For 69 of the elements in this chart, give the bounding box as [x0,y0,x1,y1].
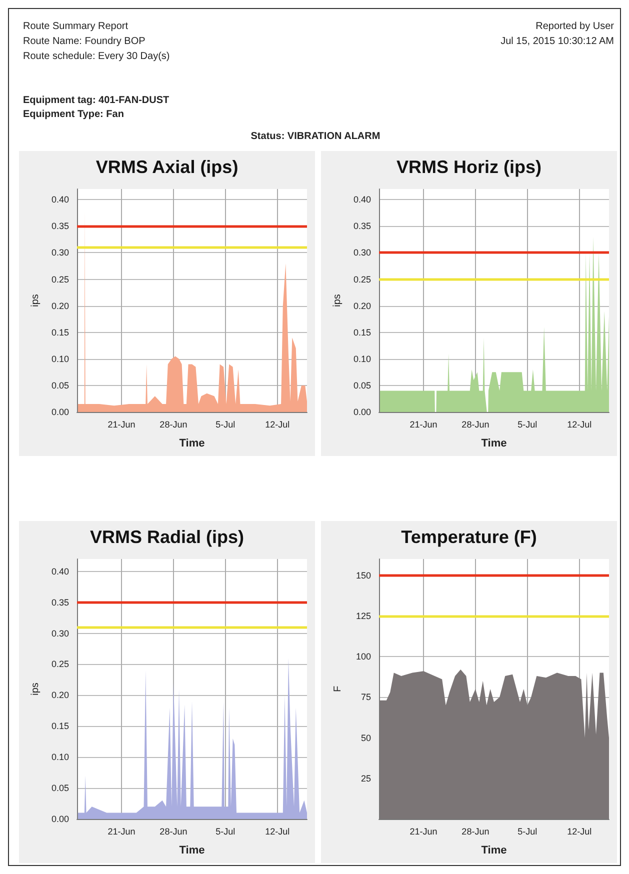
x-tick-label: 5-Jul [216,420,236,430]
chart-title: VRMS Horiz (ips) [396,157,542,177]
x-tick-label: 5-Jul [216,826,236,836]
y-tick-label: 125 [356,610,371,621]
y-tick-label: 0.05 [51,783,69,794]
y-tick-label: 0.40 [51,194,69,205]
x-axis-title: Time [481,438,507,450]
y-tick-label: 0.25 [51,659,69,670]
y-tick-label: 0.30 [353,248,371,258]
chart-title: VRMS Radial (ips) [90,527,244,547]
y-axis-title: ips [332,294,344,307]
y-tick-label: 0.35 [353,221,371,232]
y-tick-label: 0.00 [51,814,69,824]
chart-title: VRMS Axial (ips) [96,157,238,177]
x-tick-label: 21-Jun [410,826,438,836]
x-tick-label: 21-Jun [108,826,136,836]
x-tick-label: 12-Jul [567,420,592,430]
y-axis-title: F [332,686,344,692]
y-tick-label: 0.20 [353,300,371,311]
y-tick-label: 0.10 [353,354,371,364]
y-tick-label: 0.05 [353,380,371,390]
y-tick-label: 0.00 [51,407,69,417]
x-tick-label: 28-Jun [160,420,188,430]
text: Equipment Type: Fan [23,109,124,120]
y-tick-label: 0.15 [51,327,69,338]
y-tick-label: 0.20 [51,690,69,700]
x-tick-label: 12-Jul [265,420,290,430]
y-tick-label: 150 [356,570,371,580]
x-tick-label: 5-Jul [518,826,538,836]
x-tick-label: 12-Jul [265,826,290,836]
y-tick-label: 100 [356,652,371,662]
text: Reported by User [536,21,614,32]
y-tick-label: 0.15 [51,721,69,732]
text: Route Name: Foundry BOP [23,36,146,47]
text: Equipment tag: 401-FAN-DUST [23,95,170,106]
x-axis-title: Time [481,844,507,856]
y-tick-label: 0.40 [353,194,371,205]
y-tick-label: 0.35 [51,221,69,232]
y-tick-label: 50 [360,732,371,743]
y-axis-title: ips [30,294,42,307]
y-tick-label: 0.10 [51,752,69,762]
y-tick-label: 0.35 [51,597,69,608]
y-tick-label: 25 [360,773,371,784]
x-tick-label: 28-Jun [462,826,490,836]
x-tick-label: 21-Jun [410,420,438,430]
text: Status: VIBRATION ALARM [250,131,382,142]
x-tick-label: 12-Jul [567,826,592,836]
x-tick-label: 5-Jul [518,420,538,430]
y-tick-label: 0.05 [51,380,69,390]
y-tick-label: 0.20 [51,300,69,311]
x-axis-title: Time [179,844,205,856]
y-tick-label: 0.40 [51,566,69,576]
y-tick-label: 0.30 [51,628,69,638]
y-tick-label: 0.25 [353,274,371,284]
y-tick-label: 0.25 [51,274,69,284]
y-tick-label: 0.00 [353,407,371,417]
chart-title: Temperature (F) [401,527,537,547]
y-tick-label: 75 [360,692,371,702]
x-axis-title: Time [179,438,205,450]
x-tick-label: 28-Jun [160,826,188,836]
y-tick-label: 0.30 [51,248,69,258]
text: Jul 15, 2015 10:30:12 AM [500,36,614,47]
y-axis-title: ips [30,682,42,696]
x-tick-label: 21-Jun [108,420,136,430]
y-tick-label: 0.10 [51,354,69,364]
text: Route schedule: Every 30 Day(s) [23,51,170,62]
x-tick-label: 28-Jun [462,420,490,430]
text: Route Summary Report [23,21,128,32]
y-tick-label: 0.15 [353,327,371,338]
